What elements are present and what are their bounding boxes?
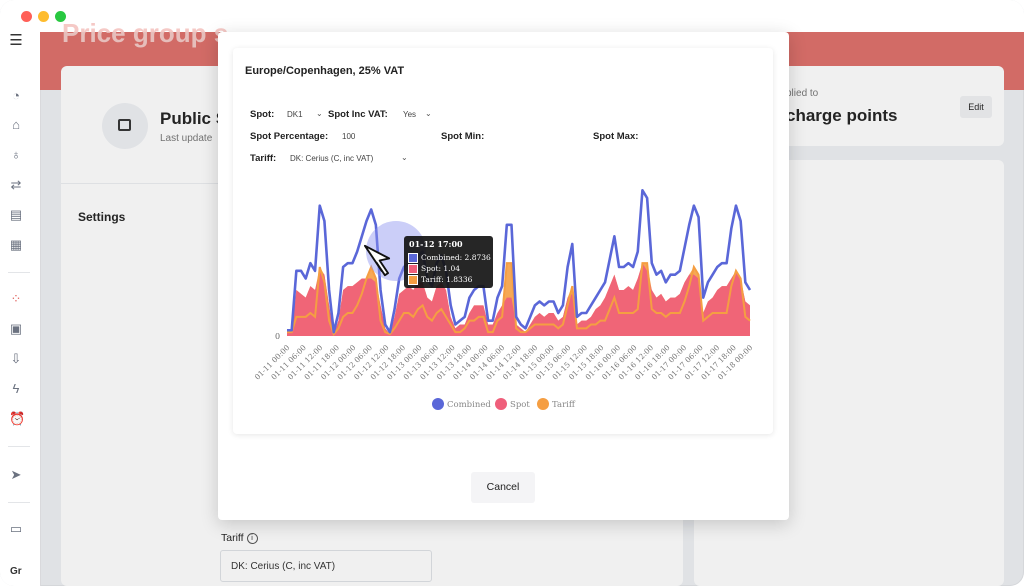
sidebar-divider bbox=[8, 446, 30, 447]
download-icon[interactable]: ⇩ bbox=[10, 351, 22, 366]
spot-inc-vat-select[interactable]: Yes bbox=[403, 110, 416, 119]
spot-inc-vat-label: Spot Inc VAT: bbox=[328, 109, 388, 120]
gift-icon[interactable]: ▦ bbox=[9, 237, 23, 252]
y-tick-label: 0 bbox=[275, 332, 280, 341]
legend-marker-tariff[interactable] bbox=[537, 398, 549, 410]
chevron-down-icon[interactable]: ⌄ bbox=[401, 153, 408, 162]
sidebar-divider bbox=[8, 502, 30, 503]
tooltip-row-spot: Spot: 1.04 bbox=[408, 263, 491, 274]
combined-series-line bbox=[287, 189, 752, 334]
legend-label-combined[interactable]: Combined bbox=[447, 400, 491, 410]
send-icon[interactable]: ➤ bbox=[10, 467, 22, 482]
applied-to-label: plied to bbox=[786, 88, 819, 99]
home-icon[interactable]: ⌂ bbox=[12, 117, 20, 132]
card-icon[interactable]: ▭ bbox=[9, 521, 23, 536]
tooltip-title: 01-12 17:00 bbox=[409, 239, 463, 249]
spot-percentage-input[interactable]: 100 bbox=[342, 132, 356, 141]
tariff-label: Tariff: bbox=[250, 153, 277, 164]
price-tag-icon[interactable]: ▣ bbox=[9, 321, 23, 336]
card-title: Public S bbox=[160, 109, 228, 128]
tariff-select[interactable]: DK: Cerius (C, inc VAT) bbox=[220, 550, 432, 582]
spot-swatch bbox=[408, 264, 418, 274]
spot-inc-vat-value: Yes bbox=[403, 110, 417, 119]
user-initials: Gr bbox=[10, 566, 22, 577]
chevron-down-icon[interactable]: ⌄ bbox=[316, 109, 323, 118]
spot-series-area bbox=[287, 263, 750, 336]
legend-marker-combined[interactable] bbox=[432, 398, 444, 410]
card-subtitle: Last update bbox=[160, 133, 213, 144]
chart-tooltip: 01-12 17:00 Combined: 2.8736 Spot: 1.04 … bbox=[404, 236, 493, 288]
page-title: Price group s bbox=[62, 18, 229, 48]
tariff-select-value: DK: Cerius (C, inc VAT) bbox=[231, 561, 336, 572]
cancel-button[interactable]: Cancel bbox=[471, 472, 535, 503]
close-window-button[interactable] bbox=[21, 11, 32, 22]
tariff-select[interactable]: DK: Cerius (C, inc VAT) bbox=[290, 154, 373, 163]
documents-icon[interactable]: ▤ bbox=[9, 207, 23, 222]
tooltip-row-tariff: Tariff: 1.8336 bbox=[408, 274, 491, 285]
tooltip-row-combined: Combined: 2.8736 bbox=[408, 252, 491, 263]
tariff-label: Tariff i bbox=[221, 532, 258, 544]
alarm-icon[interactable]: ⏰ bbox=[9, 411, 26, 426]
chevron-down-icon[interactable]: ⌄ bbox=[425, 109, 432, 118]
spot-min-label: Spot Min: bbox=[441, 131, 485, 142]
timezone-title: Europe/Copenhagen, 25% VAT bbox=[245, 65, 405, 77]
combined-swatch bbox=[408, 253, 418, 263]
transfer-icon[interactable]: ⇄ bbox=[10, 177, 22, 192]
apps-icon[interactable]: ⁘ bbox=[10, 291, 22, 306]
wallet-icon bbox=[102, 103, 148, 149]
minimize-window-button[interactable] bbox=[38, 11, 49, 22]
sidebar-divider bbox=[8, 272, 30, 273]
maximize-window-button[interactable] bbox=[55, 11, 66, 22]
spot-select[interactable]: DK1 bbox=[287, 110, 303, 119]
tariff-value: DK: Cerius (C, inc VAT) bbox=[290, 154, 374, 163]
chart-panel: Europe/Copenhagen, 25% VAT Spot: DK1 ⌄ S… bbox=[233, 48, 773, 434]
spot-label: Spot: bbox=[250, 109, 275, 120]
menu-icon[interactable]: ☰ bbox=[9, 32, 23, 49]
edit-button[interactable]: Edit bbox=[960, 96, 992, 118]
settings-heading: Settings bbox=[78, 210, 126, 224]
spot-max-label: Spot Max: bbox=[593, 131, 639, 142]
legend-marker-spot[interactable] bbox=[495, 398, 507, 410]
charge-points-label: charge points bbox=[786, 106, 898, 125]
legend-label-tariff[interactable]: Tariff bbox=[552, 400, 576, 410]
mouse-cursor-icon bbox=[364, 244, 391, 277]
price-preview-modal: Europe/Copenhagen, 25% VAT Spot: DK1 ⌄ S… bbox=[218, 32, 789, 520]
sidebar: ☰ ◔ ⌂ ♁ ⇄ ▤ ▦ ⁘ ▣ ⇩ ϟ ⏰ ➤ ▭ Gr bbox=[0, 32, 41, 586]
lightning-icon[interactable]: ϟ bbox=[12, 381, 20, 396]
legend-label-spot[interactable]: Spot bbox=[510, 400, 530, 410]
spot-value: DK1 bbox=[287, 110, 303, 119]
tariff-swatch bbox=[408, 275, 418, 285]
dashboard-icon[interactable]: ◔ bbox=[12, 88, 20, 103]
spot-percentage-label: Spot Percentage: bbox=[250, 131, 329, 142]
lightbulb-icon[interactable]: ♁ bbox=[11, 147, 21, 162]
info-icon: i bbox=[246, 532, 258, 544]
tariff-series-line bbox=[287, 262, 751, 337]
